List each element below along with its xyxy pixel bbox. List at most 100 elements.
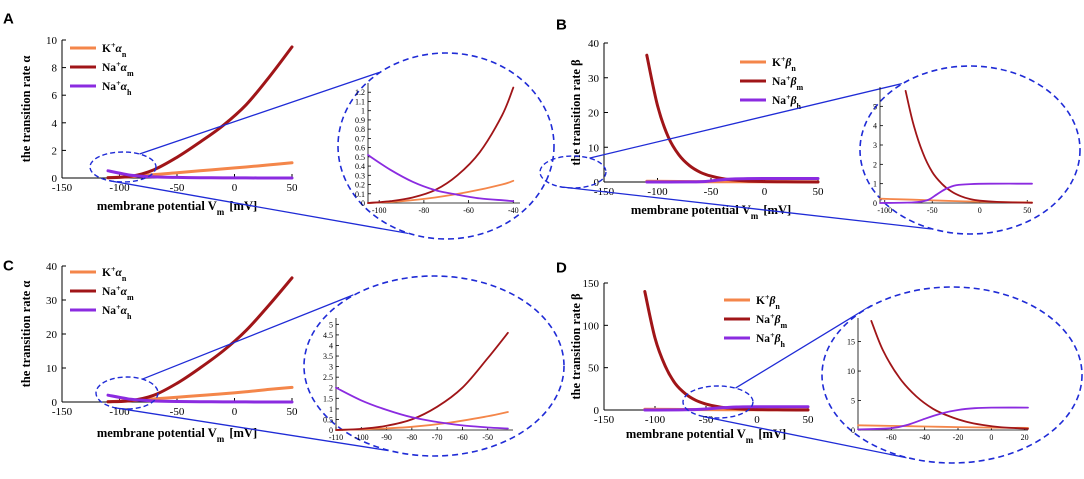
inset-y-tick-label: 0.7 bbox=[355, 134, 365, 143]
inset-x-tick-label: -50 bbox=[482, 433, 493, 442]
legend-label-k_n: K+βn bbox=[756, 293, 780, 311]
y-tick-label: 30 bbox=[46, 295, 58, 307]
legend-label-na_m: Na+βm bbox=[772, 74, 804, 92]
legend-label-k_n: K+αn bbox=[102, 265, 127, 283]
inset-plot: -100 -50 0 50 0 1 2 3 4 5 bbox=[873, 87, 1033, 215]
y-axis-label: the transition rate β bbox=[569, 293, 583, 400]
inset-x-tick-label: 20 bbox=[1021, 433, 1029, 442]
y-tick-label: 150 bbox=[583, 278, 600, 290]
inset-series-line-na_m bbox=[335, 331, 509, 431]
legend-label-na_h: Na+αh bbox=[102, 79, 132, 97]
x-tick-label: -50 bbox=[170, 182, 185, 194]
inset-y-tick-label: 0.2 bbox=[355, 181, 365, 190]
inset-plot: -60 -40 -20 0 20 0 5 10 15 bbox=[847, 318, 1029, 442]
x-tick-label: -150 bbox=[52, 182, 73, 194]
x-tick-label: -50 bbox=[170, 406, 185, 418]
panel-letter: A bbox=[3, 10, 14, 27]
inset-y-tick-label: 5 bbox=[873, 102, 877, 111]
zoom-connector-bottom bbox=[559, 186, 932, 230]
zoom-connector-top bbox=[589, 83, 902, 159]
legend-label-k_n: K+βn bbox=[772, 55, 796, 73]
legend-label-k_n: K+αn bbox=[102, 41, 127, 59]
inset-x-tick-label: -50 bbox=[927, 206, 938, 215]
inset-series-line-k_n bbox=[857, 424, 1029, 429]
x-axis-label: membrane potential Vm [mV] bbox=[631, 203, 791, 221]
x-axis-label: membrane potential Vm [mV] bbox=[97, 199, 257, 217]
zoom-connector-bottom bbox=[703, 416, 907, 459]
inset-x-tick-label: -70 bbox=[432, 433, 443, 442]
series-line-na_h bbox=[106, 169, 294, 180]
inset-y-tick-label: 4 bbox=[329, 341, 333, 350]
x-tick-label: -100 bbox=[645, 414, 666, 426]
inset-x-tick-label: -60 bbox=[463, 206, 474, 215]
inset-y-tick-label: 0.4 bbox=[355, 162, 365, 171]
inset-y-tick-label: 1.5 bbox=[323, 394, 333, 403]
inset-x-tick-label: -80 bbox=[419, 206, 430, 215]
legend-label-na_h: Na+βh bbox=[756, 331, 786, 349]
inset-x-tick-label: -20 bbox=[953, 433, 964, 442]
zoom-connector-bottom bbox=[114, 407, 389, 452]
inset-x-tick-label: -100 bbox=[877, 206, 892, 215]
x-tick-label: -150 bbox=[52, 406, 73, 418]
inset-series-line-na_h bbox=[857, 406, 1029, 431]
x-tick-label: 0 bbox=[762, 186, 768, 198]
inset-series-line-na_m bbox=[367, 86, 515, 204]
y-tick-label: 30 bbox=[588, 73, 600, 85]
x-axis-label: membrane potential Vm [mV] bbox=[97, 426, 257, 444]
y-tick-label: 10 bbox=[46, 35, 58, 47]
zoom-inset-ellipse bbox=[303, 275, 565, 457]
y-tick-label: 4 bbox=[52, 118, 58, 130]
y-axis-label: the transition rate α bbox=[19, 281, 33, 388]
inset-y-tick-label: 3 bbox=[873, 141, 877, 150]
legend-label-na_m: Na+βm bbox=[756, 312, 788, 330]
inset-y-tick-label: 0.8 bbox=[355, 125, 365, 134]
inset-y-tick-label: 0 bbox=[329, 426, 333, 435]
x-tick-label: -100 bbox=[647, 186, 668, 198]
inset-y-tick-label: 1.2 bbox=[355, 88, 365, 97]
zoom-region-ellipse bbox=[95, 376, 159, 410]
inset-y-tick-label: 15 bbox=[847, 338, 855, 347]
series-line-na_m bbox=[106, 45, 294, 180]
y-tick-label: 10 bbox=[46, 363, 58, 375]
x-tick-label: 0 bbox=[754, 414, 760, 426]
x-tick-label: 50 bbox=[287, 182, 299, 194]
inset-series-line-k_n bbox=[335, 411, 509, 431]
zoom-region-ellipse bbox=[539, 155, 607, 189]
y-tick-label: 2 bbox=[52, 145, 58, 157]
inset-series-line-na_h bbox=[367, 154, 515, 203]
panel-letter: C bbox=[3, 257, 14, 274]
x-tick-label: -50 bbox=[704, 186, 719, 198]
inset-x-tick-label: -100 bbox=[354, 433, 369, 442]
inset-x-tick-label: -100 bbox=[372, 206, 387, 215]
y-tick-label: 40 bbox=[46, 261, 58, 273]
inset-y-tick-label: 4 bbox=[873, 122, 877, 131]
y-tick-label: 0 bbox=[52, 397, 58, 409]
inset-x-tick-label: -40 bbox=[919, 433, 930, 442]
zoom-inset-ellipse bbox=[821, 286, 1083, 464]
inset-series-line-k_n bbox=[367, 179, 515, 204]
inset-y-tick-label: 1.1 bbox=[355, 97, 365, 106]
inset-y-tick-label: 0 bbox=[873, 199, 877, 208]
inset-x-tick-label: 0 bbox=[989, 433, 993, 442]
inset-y-tick-label: 0 bbox=[851, 426, 855, 435]
inset-y-tick-label: 0.6 bbox=[355, 144, 365, 153]
y-tick-label: 40 bbox=[588, 38, 600, 50]
inset-x-tick-label: -80 bbox=[407, 433, 418, 442]
zoom-region-ellipse bbox=[682, 385, 754, 419]
inset-y-tick-label: 0.5 bbox=[355, 153, 365, 162]
y-tick-label: 0 bbox=[52, 173, 58, 185]
inset-plot: -100 -80 -60 -40 00.10.20.30.40.50.60.70.80.… bbox=[355, 83, 520, 215]
inset-y-tick-label: 1 bbox=[873, 180, 877, 189]
y-tick-label: 20 bbox=[46, 329, 58, 341]
inset-y-tick-label: 2 bbox=[873, 160, 877, 169]
inset-series-line-na_m bbox=[904, 90, 1033, 204]
inset-y-tick-label: 2.5 bbox=[323, 373, 333, 382]
zoom-inset-ellipse bbox=[337, 52, 555, 240]
inset-y-tick-label: 5 bbox=[851, 397, 855, 406]
zoom-region-ellipse bbox=[89, 151, 157, 183]
